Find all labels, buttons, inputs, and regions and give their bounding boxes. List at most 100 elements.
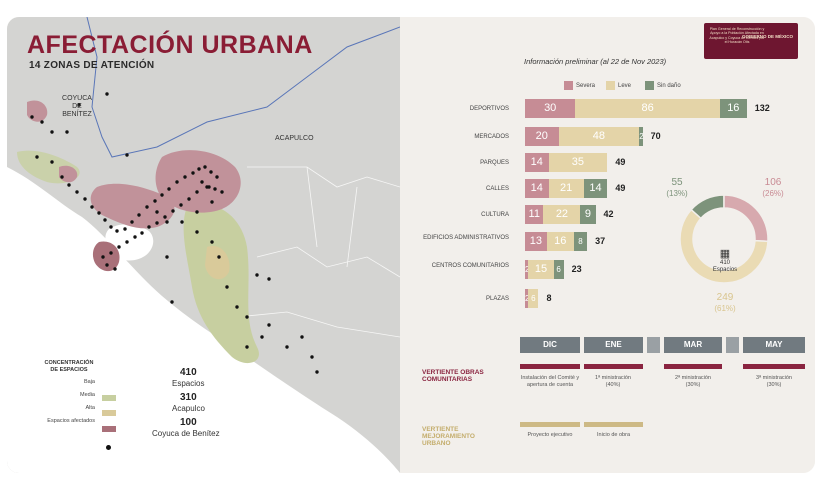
bar-leve: 16 [546,232,574,251]
month-feb-blank [647,337,660,353]
bar-total: 23 [571,264,582,274]
program-banner: Plan General de Reconstrucción y Apoyo a… [704,23,798,59]
affected-space-dot [145,205,149,209]
donut-severa-value: 106 [764,177,782,188]
lane-obras-bar-3 [664,364,722,369]
affected-space-dot [155,210,159,214]
bar-severa: 13 [525,232,547,251]
category-label: MERCADOS [474,133,509,140]
affected-spaces-dots [30,92,319,374]
lane-mejoramiento-bar-1 [520,422,580,427]
affected-space-dot [195,210,199,214]
area-high [92,241,120,272]
stat-acapulco-value: 310 [180,392,197,403]
affected-space-dot [195,230,199,234]
affected-space-dot [97,211,101,215]
legend-leve-label: Leve [618,83,632,90]
info-panel: Plan General de Reconstrucción y Apoyo a… [400,17,815,473]
area-high [155,150,241,213]
affected-space-dot [113,267,117,271]
place-coyuca: COYUCA DE BENÍTEZ [62,95,92,118]
step-proyecto-ejecutivo: Proyecto ejecutivo [527,432,573,438]
affected-space-dot [210,240,214,244]
affected-space-dot [167,187,171,191]
bar-severa: 30 [525,99,576,118]
lane-obras-bar-4 [743,364,805,369]
bar-leve: 15 [528,260,554,279]
affected-space-dot [130,220,134,224]
affected-space-dot [40,120,44,124]
affected-space-dot [65,130,69,134]
bar-total: 37 [595,236,606,246]
affected-space-dot [117,245,121,249]
affected-space-dot [215,175,219,179]
category-label: EDIFICIOS ADMINISTRATIVOS [423,235,509,241]
category-label: PLAZAS [485,295,509,302]
affected-space-dot [101,255,105,259]
affected-space-dot [179,203,183,207]
affected-space-dot [75,190,79,194]
affected-space-dot [175,180,179,184]
affected-space-dot [83,197,87,201]
affected-space-dot [155,221,159,225]
bar-severa: 14 [525,153,549,172]
legend-high-swatch [102,426,116,432]
affected-space-dot [260,335,264,339]
affected-space-dot [125,153,129,157]
affected-space-dot [203,165,207,169]
stat-acapulco-label: Acapulco [172,404,205,413]
bar-sin-da-o: 9 [580,205,596,224]
bar-sin-da-o: 2 [639,127,643,146]
donut-building-icon: ▦ [719,248,731,260]
affected-space-dot [147,225,151,229]
affected-space-dot [187,197,191,201]
affected-space-dot [140,231,144,235]
affected-space-dot [220,190,224,194]
bar-total: 70 [650,131,661,141]
bar-leve: 35 [548,153,608,172]
legend-high-label: Alta [85,405,95,411]
affected-space-dot [300,335,304,339]
bar-sin-da-o: 6 [553,260,564,279]
affected-space-dot [163,215,167,219]
affected-space-dot [30,115,34,119]
affected-space-dot [217,255,221,259]
bar-total: 8 [546,293,552,303]
affected-space-dot [153,199,157,203]
affected-space-dot [267,323,271,327]
affected-space-dot [35,155,39,159]
affected-space-dot [171,209,175,213]
affected-space-dot [125,240,129,244]
stat-total-value: 410 [180,367,197,378]
affected-space-dot [210,200,214,204]
affected-space-dot [315,370,319,374]
affected-space-dot [165,220,169,224]
affected-space-dot [165,255,169,259]
legend-affected-dot [106,445,111,450]
bar-sin-da-o: 14 [583,179,608,198]
lane-obras-title: VERTIENTE OBRAS COMUNITARIAS [422,369,484,383]
affected-space-dot [285,345,289,349]
month-may: MAY [743,337,805,353]
bar-total: 49 [615,157,626,167]
affected-space-dot [109,225,113,229]
legend-severa: Severa [564,81,595,91]
donut-center: ▦ 410 Espacios [705,248,745,274]
affected-space-dot [213,187,217,191]
month-apr-blank [726,337,739,353]
donut-slice-severa [723,194,769,243]
legend-severa-label: Severa [576,83,596,90]
affected-space-dot [197,167,201,171]
affected-space-dot [245,315,249,319]
affected-space-dot [105,92,109,96]
affected-space-dot [60,175,64,179]
donut-chart [679,194,769,284]
banner-text: Plan General de Reconstrucción y Apoyo a… [709,27,765,45]
affected-space-dot [67,183,71,187]
affected-space-dot [137,213,141,217]
affected-space-dot [183,175,187,179]
donut-total: 410 [719,260,730,266]
month-dic: DIC [520,337,580,353]
affected-space-dot [133,235,137,239]
donut-severa-pct: (26%) [762,189,784,198]
